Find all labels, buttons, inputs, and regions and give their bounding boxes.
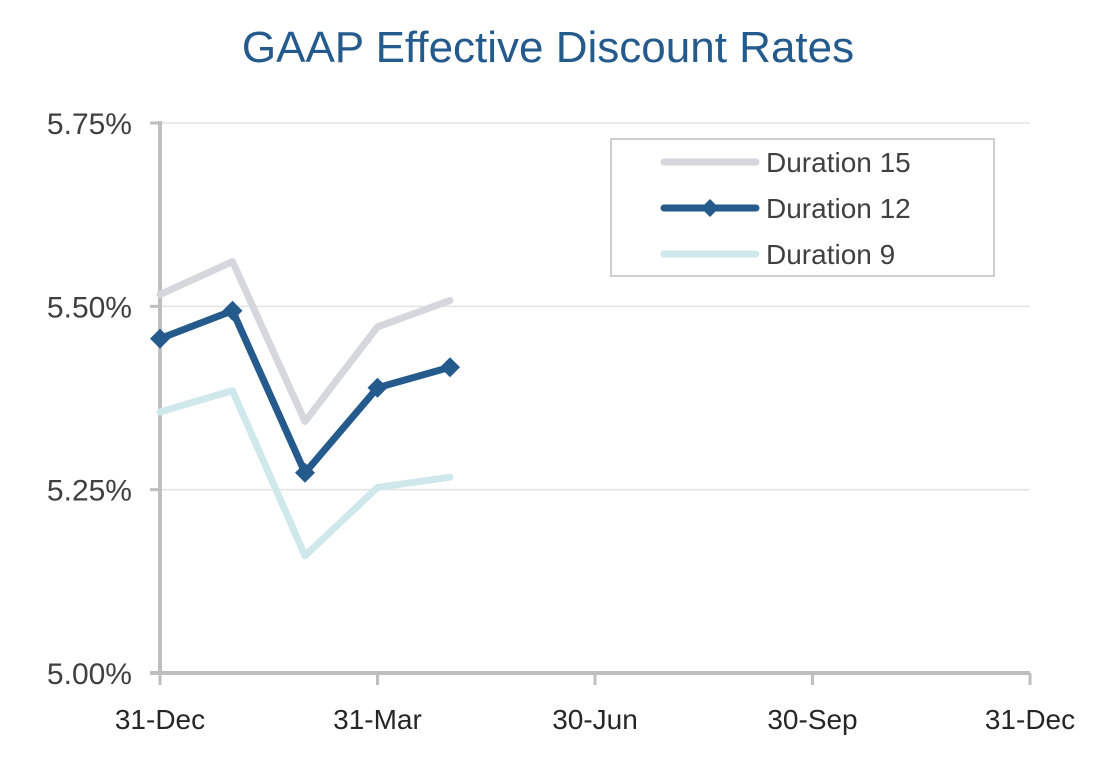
series-line [156, 307, 454, 477]
legend: Duration 15 Duration 12 Duration 9 [610, 138, 995, 277]
legend-label: Duration 12 [766, 193, 911, 224]
legend-label: Duration 15 [766, 147, 911, 178]
x-axis-tick-labels: 31-Dec 31-Mar 30-Jun 30-Sep 31-Dec [115, 704, 1075, 735]
y-tick-label: 5.50% [47, 291, 132, 324]
x-tick-label: 30-Sep [767, 704, 857, 735]
x-tick-label: 31-Dec [115, 704, 205, 735]
y-tick-label: 5.75% [47, 108, 132, 141]
data-point [150, 328, 170, 349]
y-tick-label: 5.25% [47, 475, 132, 508]
y-axis-tick-labels: 5.00% 5.25% 5.50% 5.75% [47, 108, 132, 691]
data-point [440, 357, 460, 378]
data-point [222, 300, 243, 321]
legend-marker [701, 199, 719, 217]
legend-label: Duration 9 [766, 239, 895, 270]
x-tick-label: 31-Dec [985, 704, 1075, 735]
y-tick-label: 5.00% [47, 658, 132, 691]
gridlines [160, 122, 1030, 491]
data-point [295, 462, 315, 483]
series-line [156, 387, 454, 560]
series-line [156, 258, 454, 425]
data-point [367, 377, 388, 398]
x-tick-label: 30-Jun [552, 704, 638, 735]
x-tick-label: 31-Mar [333, 704, 422, 735]
chart-title: GAAP Effective Discount Rates [242, 23, 854, 72]
axes [150, 121, 1032, 685]
series-lines [150, 258, 460, 560]
